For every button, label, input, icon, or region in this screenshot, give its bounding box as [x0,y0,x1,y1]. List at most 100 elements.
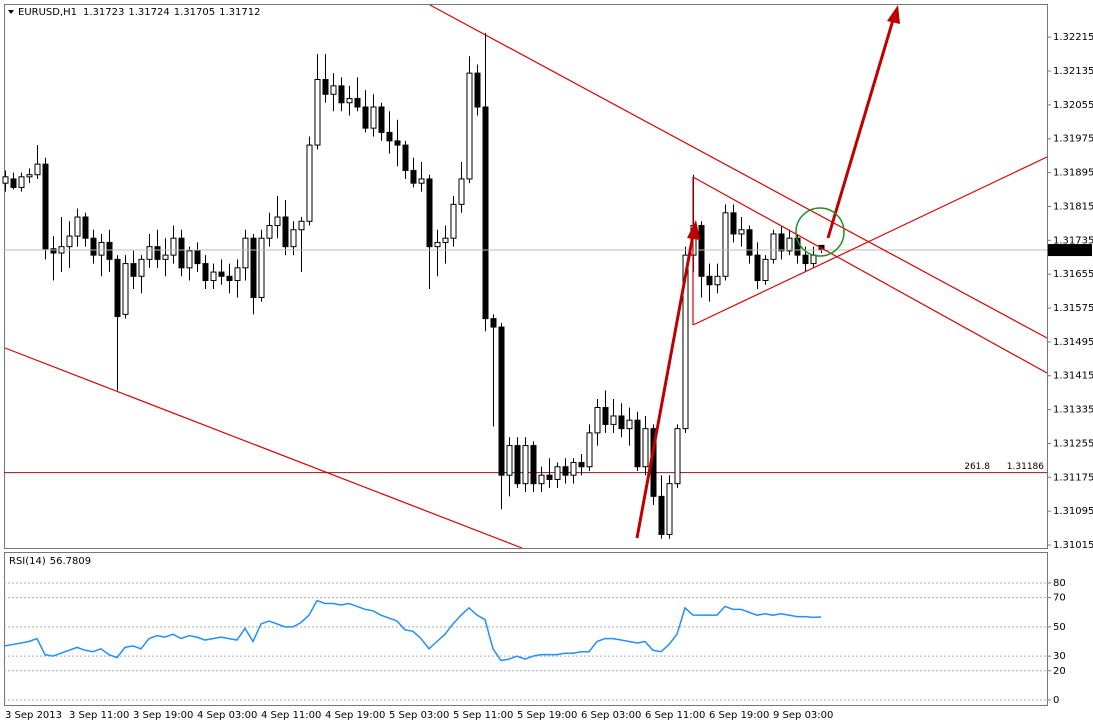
candle-body [738,229,745,235]
candle-body [442,237,449,243]
candle-body [106,241,113,260]
trend-line [429,4,1048,339]
candle-body [426,178,433,248]
candle-body [146,246,153,260]
candle-body [10,178,17,188]
candle-body [810,254,817,265]
y-tick-label: 1.31015 [1053,540,1093,551]
candle-body [722,212,729,277]
candle-body [402,144,409,171]
candle-body [82,216,89,239]
candle-body [434,241,441,248]
candle-body [74,216,81,237]
candle-body [218,271,225,277]
price-label: 1.31712 [1051,245,1092,256]
x-tick-label: 5 Sep 11:00 [453,710,513,721]
y-tick-label: 70 [1053,593,1066,604]
candle-body [386,131,393,142]
candle-body [666,483,673,535]
x-tick-label: 5 Sep 03:00 [389,710,449,721]
candle-body [786,237,793,252]
candle-body [322,78,329,95]
main-pane: 1.32215 1.32135 1.32055 1.31975 1.31895 1.318… [2,32,1093,551]
low: 1.31705 [174,7,215,18]
candle-body [90,237,97,256]
candle-body [282,216,289,248]
candle-body [170,237,177,256]
candle-body [562,466,569,476]
y-tick-label: 50 [1053,622,1066,633]
candle-body [746,229,753,256]
candle-body [274,216,281,227]
candle-body [330,85,337,95]
rsi-frame [4,552,1048,706]
y-tick-label: 20 [1053,666,1066,677]
price-box [1048,244,1092,257]
symbol: EURUSD,H1 [18,7,77,18]
candle-body [482,106,489,320]
candle-body [114,258,121,317]
candle-body [210,271,217,282]
candle-body [490,318,497,328]
highlight-circle [795,207,845,257]
y-tick-label: 30 [1053,651,1066,662]
candle-body [594,406,601,434]
candle-body [66,235,73,248]
candle-body [474,72,481,108]
level-label: 261.8 [964,462,990,472]
y-tick-label: 1.31175 [1053,472,1093,483]
arrow [635,234,695,539]
candle-body [26,174,33,178]
candle-body [642,428,649,468]
candle-body [306,144,313,222]
candle-body [634,419,641,468]
y-tick-label: 1.31335 [1053,405,1093,416]
candle-body [266,225,273,239]
level-value: 1.31186 [1007,462,1044,472]
x-tick-label: 3 Sep 2013 [5,710,62,721]
candle-body [778,233,785,252]
trend-line [692,176,1048,374]
candle-body [762,258,769,282]
candle-body [2,176,9,184]
candle-body [754,254,761,282]
candle-body [138,258,145,277]
candle-body [362,106,369,129]
candle-body [578,462,585,468]
candle-body [586,432,593,468]
candle-body [178,237,185,269]
x-tick-label: 6 Sep 03:00 [581,710,641,721]
x-tick-label: 6 Sep 11:00 [645,710,705,721]
candle-body [450,203,457,239]
arrows [635,5,900,539]
y-tick-label: 1.31815 [1053,201,1093,212]
candle-body [258,237,265,298]
trend-line [4,347,523,549]
candle-body [618,415,625,430]
rsi-line [4,599,822,662]
candle-body [418,178,425,184]
candle-body [346,98,353,104]
y-tick-label: 1.32135 [1053,66,1093,77]
x-tick-label: 3 Sep 11:00 [69,710,129,721]
candle-body [698,225,705,277]
candle-body [394,140,401,146]
candle-body [458,178,465,205]
candle-body [410,169,417,184]
y-tick-label: 1.31735 [1053,235,1093,246]
candle-body [802,254,809,265]
candle-body [130,263,137,277]
candle-body [154,246,161,260]
candle-body [626,419,633,430]
candle-body [186,250,193,269]
candle-body [98,241,105,256]
candle-body [18,176,25,188]
y-tick-label: 0 [1053,695,1059,706]
drawings [4,4,1048,549]
candle-body [298,220,305,231]
rsi-pane: 80 70 50 30 20 0 [4,578,1066,706]
x-tick-label: 5 Sep 19:00 [517,710,577,721]
candle-body [194,250,201,265]
candle-body [522,445,529,485]
x-tick-label: 6 Sep 19:00 [709,710,769,721]
